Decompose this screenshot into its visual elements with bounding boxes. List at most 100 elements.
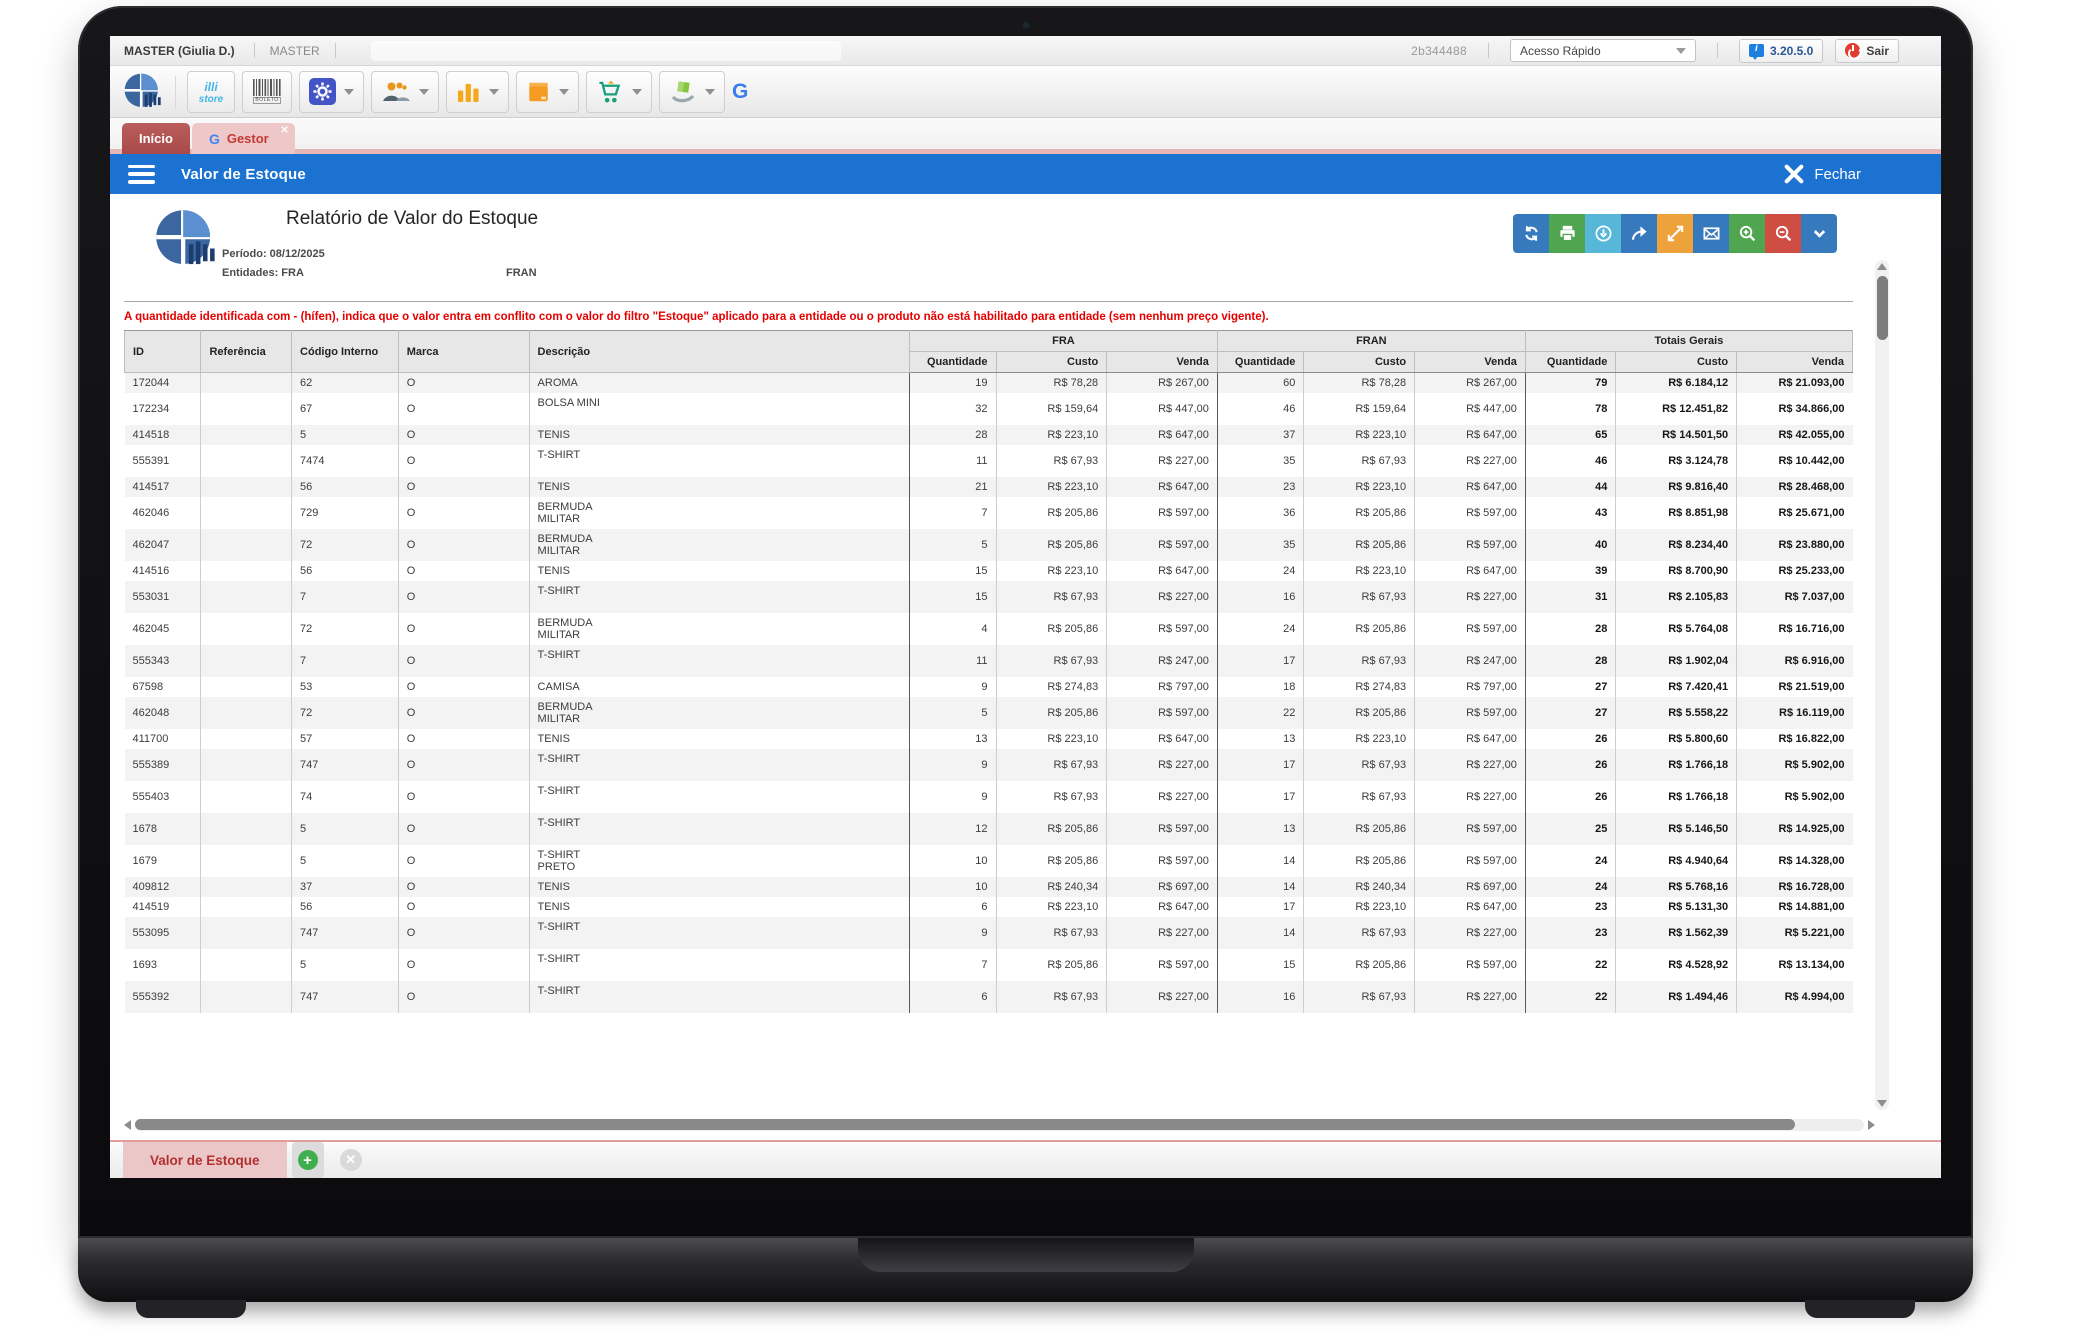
scroll-down-arrow[interactable] bbox=[1877, 1100, 1887, 1107]
cell-fra-quantidade: 15 bbox=[908, 581, 996, 613]
expand-button[interactable] bbox=[1657, 214, 1693, 253]
version-button[interactable]: 3.20.5.0 bbox=[1738, 38, 1824, 63]
vscroll-thumb[interactable] bbox=[1876, 276, 1888, 340]
scroll-right-arrow[interactable] bbox=[1868, 1119, 1875, 1130]
close-module-button[interactable]: Fechar bbox=[1783, 163, 1861, 185]
reports-menu-button[interactable] bbox=[446, 70, 509, 113]
scroll-left-arrow[interactable] bbox=[124, 1119, 131, 1130]
google-g-icon[interactable]: G bbox=[732, 79, 749, 103]
table-row[interactable]: 555343 7 O T-SHIRT 11 R$ 67,93 R$ 247,00… bbox=[124, 645, 1853, 677]
col-fran-quantidade: Quantidade bbox=[1216, 351, 1305, 373]
table-row[interactable]: 462047 72 O BERMUDA MILITAR 5 R$ 205,86 … bbox=[124, 529, 1853, 561]
chevron-down-icon bbox=[632, 88, 642, 95]
horizontal-scrollbar[interactable] bbox=[124, 1117, 1875, 1132]
table-row[interactable]: 555392 747 O T-SHIRT 6 R$ 67,93 R$ 227,0… bbox=[124, 981, 1853, 1013]
table-row[interactable]: 172044 62 O AROMA 19 R$ 78,28 R$ 267,00 … bbox=[124, 372, 1853, 393]
cell-codigo-interno: 67 bbox=[291, 393, 399, 425]
cell-marca: O bbox=[397, 697, 530, 729]
user-tab[interactable]: MASTER (Giulia D.) bbox=[124, 43, 235, 58]
cell-totais-custo: R$ 5.764,08 bbox=[1615, 613, 1737, 645]
table-row[interactable]: 462045 72 O BERMUDA MILITAR 4 R$ 205,86 … bbox=[125, 613, 1853, 645]
boleto-button[interactable]: BOLETO bbox=[242, 70, 292, 113]
cell-fran-quantidade: 13 bbox=[1216, 813, 1304, 845]
cell-referencia bbox=[200, 897, 292, 917]
table-row[interactable]: 555391 7474 O T-SHIRT 11 R$ 67,93 R$ 227… bbox=[125, 445, 1853, 477]
module-title-bar: Valor de Estoque Fechar bbox=[110, 154, 1941, 194]
scroll-up-arrow[interactable] bbox=[1877, 263, 1887, 270]
cell-fran-venda: R$ 227,00 bbox=[1414, 749, 1526, 781]
cell-descricao: T-SHIRT bbox=[528, 981, 910, 1013]
close-icon[interactable]: ✕ bbox=[280, 125, 289, 136]
logout-button[interactable]: Sair bbox=[1835, 38, 1899, 63]
master-tab[interactable]: MASTER bbox=[269, 43, 320, 58]
tab-gestor[interactable]: G Gestor ✕ bbox=[191, 123, 295, 154]
table-row[interactable]: 67598 53 O CAMISA 9 R$ 274,83 R$ 797,00 … bbox=[125, 677, 1853, 697]
cell-fran-venda: R$ 647,00 bbox=[1414, 897, 1526, 917]
cell-descricao: BOLSA MINI bbox=[528, 393, 910, 425]
cell-fra-venda: R$ 227,00 bbox=[1106, 581, 1218, 613]
cell-fra-quantidade: 5 bbox=[908, 529, 996, 561]
download-button[interactable] bbox=[1585, 214, 1621, 253]
open-report-tab[interactable]: Valor de Estoque bbox=[123, 1142, 287, 1178]
table-row[interactable]: 1678 5 O T-SHIRT 12 R$ 205,86 R$ 597,00 … bbox=[124, 813, 1853, 845]
vertical-scrollbar[interactable] bbox=[1875, 260, 1889, 1110]
table-row[interactable]: 411700 57 O TENIS 13 R$ 223,10 R$ 647,00… bbox=[125, 729, 1853, 749]
cell-descricao: T-SHIRT bbox=[528, 445, 910, 477]
cell-fran-quantidade: 16 bbox=[1216, 581, 1304, 613]
quick-access-select[interactable]: Acesso Rápido bbox=[1509, 39, 1696, 62]
cell-fran-custo: R$ 205,86 bbox=[1303, 529, 1415, 561]
cell-totais-venda: R$ 5.902,00 bbox=[1736, 749, 1853, 781]
top-bar-right: 2b344488 Acesso Rápido 3.20.5.0 Sair bbox=[1411, 38, 1899, 63]
table-row[interactable]: 414516 56 O TENIS 15 R$ 223,10 R$ 647,00… bbox=[125, 561, 1853, 581]
add-tab-button[interactable]: + bbox=[291, 1142, 324, 1178]
hscroll-track[interactable] bbox=[135, 1118, 1864, 1131]
zoom-in-button[interactable] bbox=[1729, 214, 1765, 253]
table-row[interactable]: 414518 5 O TENIS 28 R$ 223,10 R$ 647,00 … bbox=[124, 425, 1853, 445]
menu-icon[interactable] bbox=[128, 164, 155, 184]
cell-fran-quantidade: 22 bbox=[1216, 697, 1304, 729]
col-codigo-interno: Código Interno bbox=[291, 330, 399, 373]
cell-referencia bbox=[200, 581, 292, 613]
table-row[interactable]: 409812 37 O TENIS 10 R$ 240,34 R$ 697,00… bbox=[124, 877, 1853, 897]
cell-id: 414519 bbox=[132, 901, 170, 913]
cell-codigo-interno: 7 bbox=[291, 581, 399, 613]
zoom-out-button[interactable] bbox=[1765, 214, 1801, 253]
gear-icon bbox=[309, 78, 336, 105]
sales-menu-button[interactable] bbox=[586, 70, 652, 113]
table-row[interactable]: 1679 5 O T-SHIRT PRETO 10 R$ 205,86 R$ 5… bbox=[125, 845, 1853, 877]
cell-id: 1678 bbox=[124, 813, 201, 845]
table-row[interactable]: 553095 747 O T-SHIRT 9 R$ 67,93 R$ 227,0… bbox=[124, 917, 1853, 949]
refresh-button[interactable] bbox=[1513, 214, 1549, 253]
table-row[interactable]: 462046 729 O BERMUDA MILITAR 7 R$ 205,86… bbox=[125, 497, 1853, 529]
table-row[interactable]: 414517 56 O TENIS 21 R$ 223,10 R$ 647,00… bbox=[124, 477, 1853, 497]
col-fra-quantidade: Quantidade bbox=[908, 351, 997, 373]
cell-fran-quantidade: 17 bbox=[1216, 781, 1304, 813]
cell-fran-venda: R$ 647,00 bbox=[1414, 561, 1526, 581]
products-menu-button[interactable] bbox=[516, 70, 579, 113]
table-row[interactable]: 555389 747 O T-SHIRT 9 R$ 67,93 R$ 227,0… bbox=[124, 749, 1853, 781]
customers-menu-button[interactable] bbox=[371, 70, 439, 113]
hscroll-thumb[interactable] bbox=[135, 1119, 1795, 1130]
close-tab-button[interactable]: ✕ bbox=[339, 1149, 362, 1171]
table-row[interactable]: 414519 56 O TENIS 6 R$ 223,10 R$ 647,00 … bbox=[125, 897, 1853, 917]
share-button[interactable] bbox=[1621, 214, 1657, 253]
table-row[interactable]: 553031 7 O T-SHIRT 15 R$ 67,93 R$ 227,00… bbox=[124, 581, 1853, 613]
settings-menu-button[interactable] bbox=[299, 70, 364, 113]
cell-id: 411700 bbox=[132, 733, 169, 745]
cell-fran-venda: R$ 227,00 bbox=[1414, 581, 1526, 613]
stock-menu-button[interactable] bbox=[659, 70, 725, 113]
cell-totais-venda: R$ 21.519,00 bbox=[1736, 677, 1853, 697]
version-number: 3.20.5.0 bbox=[1769, 43, 1814, 58]
email-button[interactable] bbox=[1693, 214, 1729, 253]
illi-store-button[interactable]: illi store bbox=[187, 70, 235, 113]
table-row[interactable]: 172234 67 O BOLSA MINI 32 R$ 159,64 R$ 4… bbox=[125, 393, 1853, 425]
print-button[interactable] bbox=[1549, 214, 1585, 253]
tab-inicio[interactable]: Início bbox=[122, 123, 190, 154]
cell-fra-custo: R$ 67,93 bbox=[995, 445, 1107, 477]
cell-totais-venda: R$ 10.442,00 bbox=[1736, 445, 1853, 477]
collapse-button[interactable] bbox=[1801, 214, 1837, 253]
table-row[interactable]: 555403 74 O T-SHIRT 9 R$ 67,93 R$ 227,00… bbox=[125, 781, 1853, 813]
table-row[interactable]: 1693 5 O T-SHIRT 7 R$ 205,86 R$ 597,00 1… bbox=[125, 949, 1853, 981]
table-row[interactable]: 462048 72 O BERMUDA MILITAR 5 R$ 205,86 … bbox=[124, 697, 1853, 729]
cell-fran-quantidade: 24 bbox=[1216, 561, 1304, 581]
